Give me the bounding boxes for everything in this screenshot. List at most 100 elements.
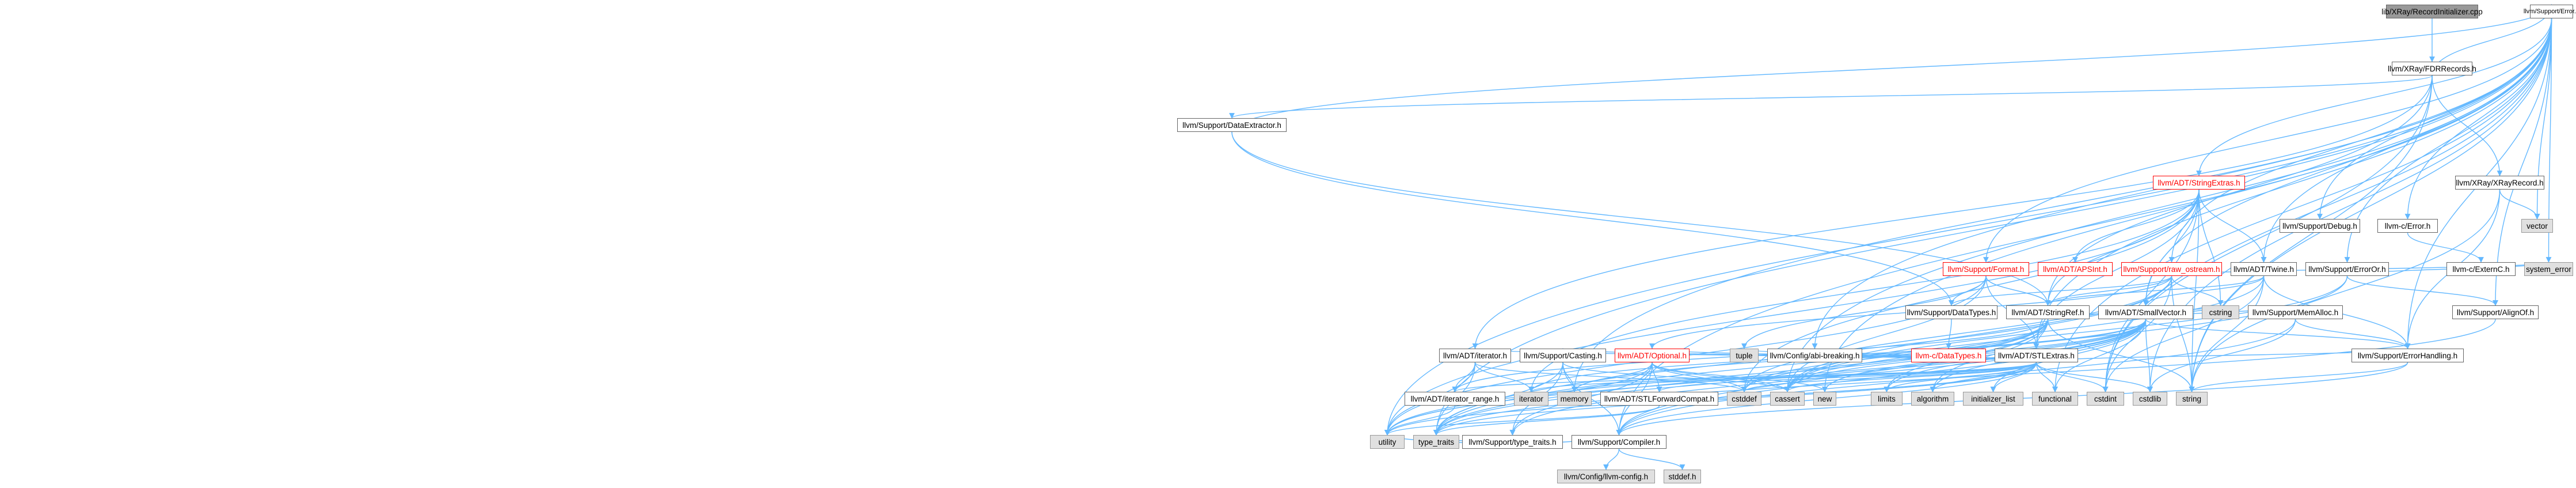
node-string-ref-h[interactable]: llvm/ADT/StringRef.h (2006, 305, 2090, 319)
include-edge (2147, 18, 2552, 392)
node-debug-h[interactable]: llvm/Support/Debug.h (2280, 219, 2360, 233)
node-stl-forward-compat-h[interactable]: llvm/ADT/STLForwardCompat.h (1600, 392, 1718, 406)
include-edge (2493, 18, 2552, 306)
node-initializer-list[interactable]: initializer_list (1963, 392, 2023, 406)
include-edge (2147, 319, 2296, 392)
include-edge (2047, 319, 2195, 392)
include-edge (2033, 18, 2552, 349)
include-edge (1990, 362, 2037, 392)
include-edge (2143, 275, 2265, 306)
node-tuple[interactable]: tuple (1730, 349, 1759, 362)
node-iterator-h[interactable]: llvm/ADT/iterator.h (1439, 349, 1511, 362)
include-edge (1433, 405, 1660, 436)
include-edge (2189, 275, 2265, 392)
node-error-h[interactable]: llvm/Support/Error.h (2524, 5, 2576, 18)
node-type-traits[interactable]: type_traits (1413, 435, 1459, 449)
include-edge (2035, 362, 2058, 392)
node-c-data-types-h[interactable]: llvm-c/DataTypes.h (1911, 349, 1986, 362)
node-memory[interactable]: memory (1557, 392, 1592, 406)
include-edge (2295, 319, 2411, 349)
node-llvm-config-h[interactable]: llvm/Config/llvm-config.h (1557, 470, 1655, 483)
node-limits[interactable]: limits (1871, 392, 1902, 406)
include-edge (2346, 275, 2498, 306)
node-fdr-records-h[interactable]: llvm/XRay/FDRRecords.h (2388, 62, 2476, 75)
include-edge (1784, 18, 2552, 392)
node-string-extras-h[interactable]: llvm/ADT/StringExtras.h (2153, 176, 2245, 190)
include-edge (1652, 362, 1790, 392)
node-c-error-h[interactable]: llvm-c/Error.h (2377, 219, 2438, 233)
include-edge (2035, 362, 2109, 392)
node-stl-extras-h[interactable]: llvm/ADT/STLExtras.h (1995, 349, 2078, 362)
include-edge (2035, 362, 2153, 392)
include-edge (1474, 362, 1747, 392)
include-edge (1656, 362, 2037, 392)
include-edge (2145, 319, 2153, 392)
node-error-handling-h[interactable]: llvm/Support/ErrorHandling.h (2351, 349, 2464, 362)
include-edge (1572, 362, 1653, 392)
include-edge (1231, 4, 2555, 133)
include-edge (2189, 75, 2433, 392)
node-twine-h[interactable]: llvm/ADT/Twine.h (2231, 262, 2297, 276)
node-c-externc-h[interactable]: llvm-c/ExternC.h (2446, 262, 2516, 276)
node-vector[interactable]: vector (2521, 219, 2553, 233)
include-edge (2102, 275, 2265, 392)
include-edge (1652, 362, 1747, 392)
node-stddef-h[interactable]: stddef.h (1664, 470, 1701, 483)
include-edge (1616, 319, 2296, 436)
include-edge (2045, 75, 2433, 306)
node-algorithm[interactable]: algorithm (1911, 392, 1954, 406)
include-edge (1231, 131, 1954, 306)
include-edge (1618, 448, 1685, 470)
include-edge (1949, 275, 2172, 306)
node-xray-record-h[interactable]: llvm/XRay/XRayRecord.h (2455, 176, 2544, 190)
include-edge (2045, 275, 2265, 306)
node-string[interactable]: string (2176, 392, 2208, 406)
node-iterator-range-h[interactable]: llvm/ADT/iterator_range.h (1405, 392, 1505, 406)
node-llvm-type-traits-h[interactable]: llvm/Support/type_traits.h (1462, 435, 1563, 449)
node-optional-h[interactable]: llvm/ADT/Optional.h (1615, 349, 1690, 362)
node-cstdint[interactable]: cstdint (2087, 392, 2124, 406)
include-edge (1822, 18, 2552, 392)
node-casting-h[interactable]: llvm/Support/Casting.h (1520, 349, 1606, 362)
node-align-of-h[interactable]: llvm/Support/AlignOf.h (2452, 305, 2539, 319)
include-edge (1509, 319, 2147, 436)
include-edge (1983, 18, 2552, 263)
node-functional[interactable]: functional (2032, 392, 2078, 406)
include-edge (2102, 75, 2433, 392)
node-compiler-h[interactable]: llvm/Support/Compiler.h (1572, 435, 1666, 449)
node-error-or-h[interactable]: llvm/Support/ErrorOr.h (2305, 262, 2389, 276)
include-edge (1603, 448, 1620, 470)
node-data-types-h[interactable]: llvm/Support/DataTypes.h (1905, 305, 1997, 319)
node-mem-alloc-h[interactable]: llvm/Support/MemAlloc.h (2248, 305, 2343, 319)
node-small-vector-h[interactable]: llvm/ADT/SmallVector.h (2098, 305, 2193, 319)
include-edge (1784, 275, 1987, 392)
node-abi-breaking-h[interactable]: llvm/Config/abi-breaking.h (1767, 349, 1862, 362)
include-edge (1384, 189, 2200, 436)
node-utility[interactable]: utility (1370, 435, 1405, 449)
include-edge (2189, 189, 2501, 392)
node-data-extractor-h[interactable]: llvm/Support/DataExtractor.h (1177, 118, 1287, 132)
include-edge (2198, 189, 2224, 306)
node-iterator-std[interactable]: iterator (1514, 392, 1548, 406)
node-format-h[interactable]: llvm/Support/Format.h (1943, 262, 2029, 276)
include-edge (1562, 362, 1790, 392)
include-edge (1741, 275, 2172, 392)
node-raw-ostream-h[interactable]: llvm/Support/raw_ostream.h (2121, 262, 2222, 276)
include-edge (2052, 18, 2552, 392)
include-edge (2171, 275, 2224, 306)
node-cstddef[interactable]: cstddef (1727, 392, 1761, 406)
node-new[interactable]: new (1813, 392, 1836, 406)
node-cstdlib[interactable]: cstdlib (2133, 392, 2167, 406)
node-system-error[interactable]: system_error (2524, 262, 2573, 276)
node-cassert[interactable]: cassert (1770, 392, 1805, 406)
node-cstring[interactable]: cstring (2202, 305, 2239, 319)
include-edge (2196, 18, 2552, 176)
include-edge (2072, 189, 2200, 263)
node-apsint-h[interactable]: llvm/ADT/APSInt.h (2038, 262, 2113, 276)
include-edge (2033, 189, 2200, 349)
include-edge (2145, 319, 2411, 349)
include-edge (1784, 362, 2037, 392)
node-record-initializer-cpp[interactable]: lib/XRay/RecordInitializer.cpp (2381, 5, 2483, 18)
